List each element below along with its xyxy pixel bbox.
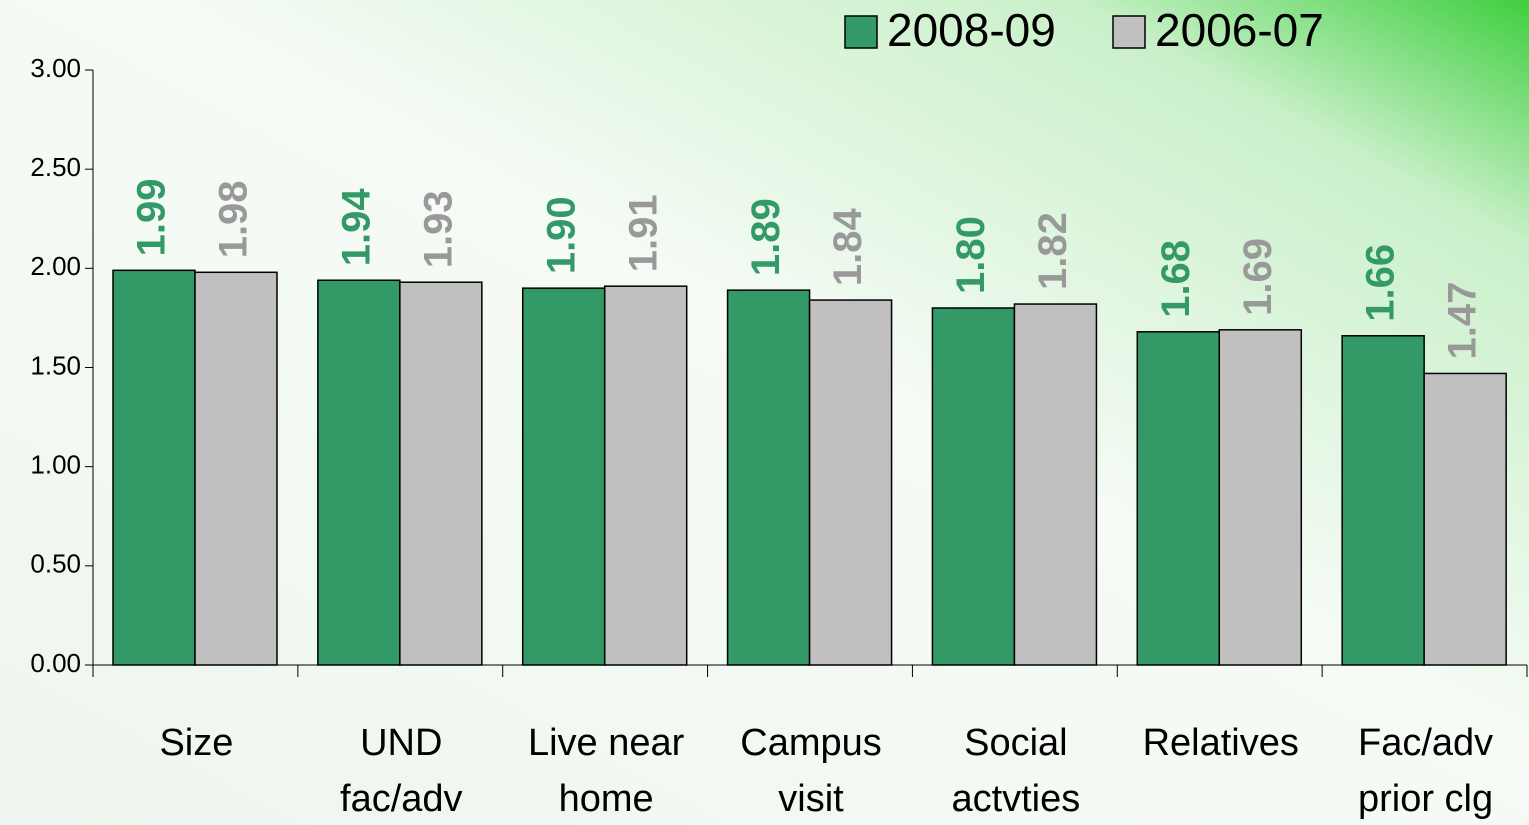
value-label: 1.91 [621,194,665,272]
value-label: 1.84 [826,207,870,286]
legend-swatch [1112,15,1146,49]
value-label: 1.89 [744,198,788,276]
bar [194,271,278,666]
bar [399,281,483,666]
bar [931,307,1016,666]
y-tick-label: 2.50 [30,152,81,182]
legend-label: 2008-09 [887,4,1056,56]
value-label: 1.66 [1359,244,1403,322]
value-label: 1.82 [1031,212,1075,290]
bar [521,287,606,666]
value-label: 1.90 [539,196,583,274]
bar [1341,335,1425,666]
value-label: 1.69 [1236,238,1280,316]
legend-label: 2006-07 [1155,4,1324,56]
value-label: 1.68 [1154,240,1198,318]
bar [726,289,811,666]
y-tick-label: 1.00 [30,450,81,480]
x-tick-label: Size [159,722,233,764]
bar [1136,331,1221,666]
x-tick-label: Live near home [528,722,685,820]
value-label: 1.80 [949,216,993,294]
value-label: 1.98 [212,180,256,258]
value-label: 1.99 [130,178,174,256]
bar [603,285,688,666]
legend-swatch [844,15,878,49]
y-tick-label: 0.50 [30,549,81,579]
value-label: 1.93 [416,190,460,268]
bar [112,269,196,666]
value-label: 1.47 [1441,282,1485,360]
bar [317,279,401,666]
x-tick-label: Campus visit [740,722,882,820]
y-tick-label: 3.00 [30,53,81,83]
bar [1423,372,1507,666]
y-tick-label: 0.00 [30,648,81,678]
y-tick-label: 2.00 [30,251,81,281]
bar [808,299,893,666]
x-tick-label: Relatives [1143,722,1299,764]
x-tick-label: UND fac/adv [340,722,463,820]
x-tick-label: Fac/adv prior clg [1358,722,1493,820]
x-tick-label: Social actvties [951,722,1080,820]
bar [1013,303,1098,666]
value-label: 1.94 [334,188,378,267]
y-tick-label: 1.50 [30,350,81,380]
bar [1218,329,1303,666]
